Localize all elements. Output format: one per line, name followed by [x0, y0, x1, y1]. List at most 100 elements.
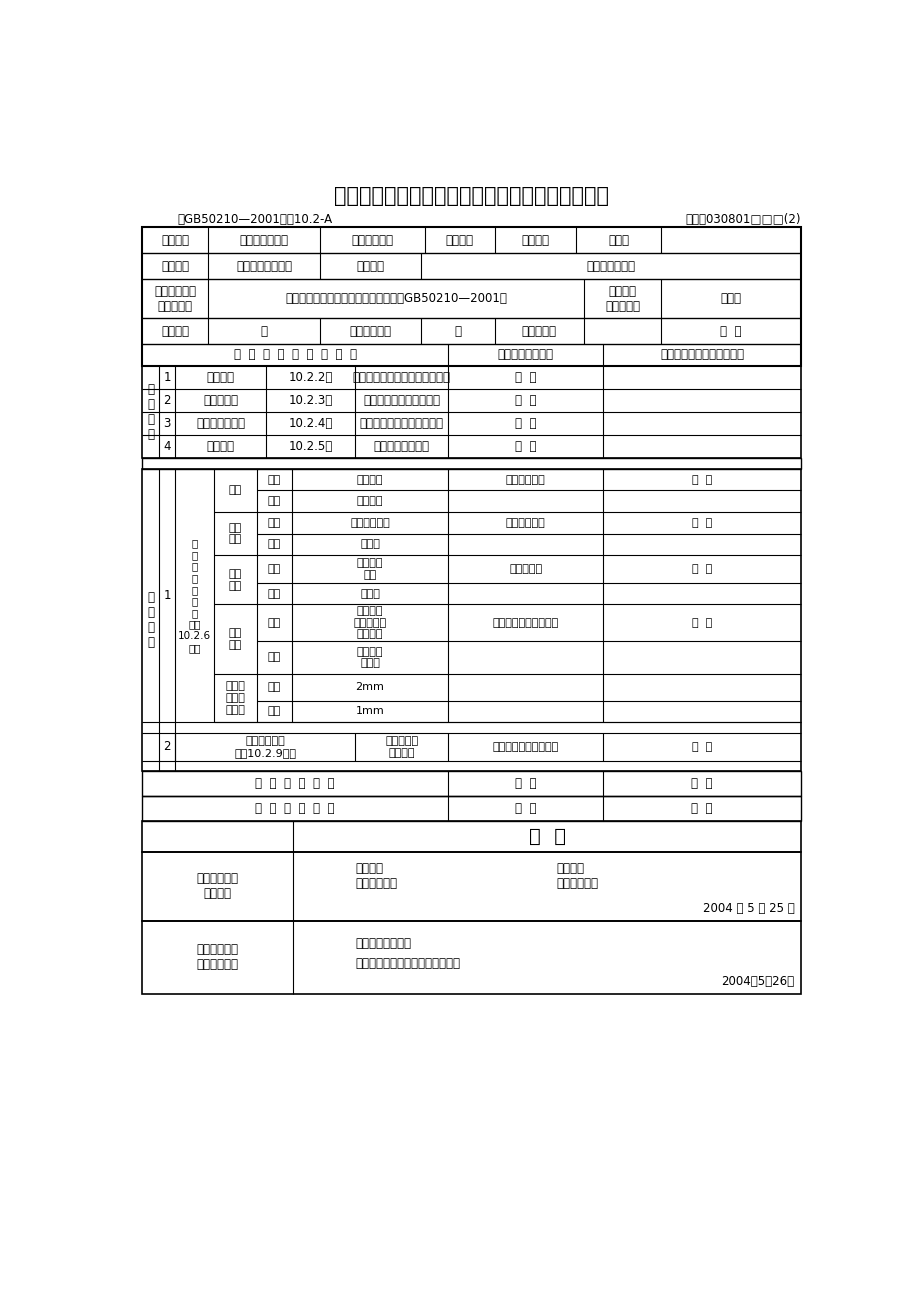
Text: 完  整: 完 整	[690, 802, 712, 815]
Text: 普通: 普通	[267, 475, 280, 484]
Bar	[142, 820, 800, 852]
Text: 合  格: 合 格	[515, 417, 536, 430]
Text: 质  量  验  收  规  范  的  规  定: 质 量 验 收 规 范 的 规 定	[233, 349, 357, 362]
Text: 10.2.3条: 10.2.3条	[289, 393, 333, 406]
Text: 施工单位自检记录: 施工单位自检记录	[497, 349, 553, 362]
Text: 合  格: 合 格	[528, 827, 565, 846]
Text: 合  格: 合 格	[691, 742, 711, 751]
Text: 质量检查员：: 质量检查员：	[355, 878, 397, 891]
Text: 合  格: 合 格	[515, 440, 536, 453]
Text: 衔接处吻合、界面清晰: 衔接处吻合、界面清晰	[492, 742, 558, 751]
Text: 允许少量
轻微: 允许少量 轻微	[357, 559, 383, 579]
Bar	[142, 366, 800, 458]
Text: 高级: 高级	[267, 496, 280, 506]
Text: 完  整: 完 整	[515, 802, 536, 815]
Text: 允许少量轻微: 允许少量轻微	[350, 518, 390, 527]
Text: 一
般
项
目: 一 般 项 目	[147, 591, 154, 650]
Text: 1: 1	[164, 371, 171, 384]
Text: 2: 2	[164, 741, 171, 754]
Text: 施工执行标准
名称及编号: 施工执行标准 名称及编号	[153, 285, 196, 312]
Text: 衔接处吻合
界面清晰: 衔接处吻合 界面清晰	[385, 736, 418, 758]
Bar	[142, 227, 800, 366]
Text: 薄
涂
料
涂
饰
质
量
（第
10.2.6
条）: 薄 涂 料 涂 饰 质 量 （第 10.2.6 条）	[178, 538, 211, 652]
Text: 分包项目经理: 分包项目经理	[349, 324, 391, 337]
Text: 均匀一致: 均匀一致	[357, 496, 383, 506]
Text: 普通: 普通	[267, 682, 280, 693]
Text: 颜色、图案: 颜色、图案	[203, 393, 238, 406]
Text: 项目专业: 项目专业	[556, 862, 584, 875]
Text: 高级: 高级	[267, 589, 280, 599]
Text: 专业监理工程师：: 专业监理工程师：	[355, 937, 411, 950]
Text: 二层内墙及顶棚: 二层内墙及顶棚	[586, 260, 635, 273]
Text: 完  整: 完 整	[690, 777, 712, 790]
Text: 不允许: 不允许	[359, 539, 380, 549]
Text: 合  格: 合 格	[691, 618, 711, 628]
Text: 项目经理: 项目经理	[521, 233, 549, 246]
Text: 合  格: 合 格	[515, 393, 536, 406]
Text: 1mm: 1mm	[356, 707, 384, 716]
Text: 施工班组长: 施工班组长	[521, 324, 556, 337]
Bar	[142, 796, 800, 820]
Bar	[142, 458, 800, 469]
Text: 衔接处、界面
（第10.2.9条）: 衔接处、界面 （第10.2.9条）	[234, 736, 296, 758]
Text: 砂眼
刷纹: 砂眼 刷纹	[229, 629, 242, 650]
Text: 施工单位: 施工单位	[161, 260, 189, 273]
Text: 完  整: 完 整	[515, 777, 536, 790]
Text: 编号：030801□□□(2): 编号：030801□□□(2)	[685, 214, 800, 225]
Text: 涂料分项: 涂料分项	[446, 233, 473, 246]
Text: （建设单位项目专业技术负责人）: （建设单位项目专业技术负责人）	[355, 957, 460, 970]
Text: 分项工程名称: 分项工程名称	[351, 233, 393, 246]
Text: 10.2.5条: 10.2.5条	[289, 440, 333, 453]
Bar	[142, 921, 800, 993]
Text: 2004 年 5 月 25 日: 2004 年 5 月 25 日	[702, 902, 794, 915]
Text: 颜色: 颜色	[229, 486, 242, 496]
Text: 10.2.4条: 10.2.4条	[289, 417, 333, 430]
Text: 流坠
疙瘩: 流坠 疙瘩	[229, 569, 242, 591]
Text: 技术负责人：: 技术负责人：	[556, 878, 598, 891]
Text: 涂饰均匀、粘结牢固，合格: 涂饰均匀、粘结牢固，合格	[359, 417, 443, 430]
Text: 分包单位: 分包单位	[161, 324, 189, 337]
Text: 李  明: 李 明	[720, 324, 741, 337]
Text: 监理（建设）单位验收记录: 监理（建设）单位验收记录	[659, 349, 743, 362]
Text: 不允许: 不允许	[359, 589, 380, 599]
Text: 质  量  检  查  记  录: 质 量 检 查 记 录	[255, 802, 335, 815]
Text: 允许少量
轻微砂眼、
刷纹通顺: 允许少量 轻微砂眼、 刷纹通顺	[353, 607, 386, 639]
Text: 高级: 高级	[267, 707, 280, 716]
Text: 2: 2	[164, 393, 171, 406]
Text: 施工单位检查
结果评定: 施工单位检查 结果评定	[197, 872, 238, 900]
Text: （GB50210—2001）表10.2-A: （GB50210—2001）表10.2-A	[176, 214, 332, 225]
Text: 2mm: 2mm	[355, 682, 384, 693]
Text: 金银宝: 金银宝	[720, 292, 741, 305]
Text: 基层处理: 基层处理	[207, 440, 234, 453]
Text: 无流坠疙瘩: 无流坠疙瘩	[508, 564, 541, 574]
Bar	[142, 469, 800, 772]
Text: 主
控
项
目: 主 控 项 目	[147, 383, 154, 441]
Text: 普通: 普通	[267, 564, 280, 574]
Text: 10.2.2条: 10.2.2条	[289, 371, 333, 384]
Text: 涂饰的综合质量: 涂饰的综合质量	[196, 417, 245, 430]
Text: 泛碱
咬色: 泛碱 咬色	[229, 522, 242, 544]
Text: 有轻微砂眼、刷纹通顺: 有轻微砂眼、刷纹通顺	[492, 618, 558, 628]
Text: 无砂眼、
无刷纹: 无砂眼、 无刷纹	[357, 647, 383, 668]
Text: 材料质量: 材料质量	[207, 371, 234, 384]
Text: 普通: 普通	[267, 618, 280, 628]
Text: 2004年5月26日: 2004年5月26日	[720, 975, 794, 988]
Text: 品种、型号和性能符合设计要求: 品种、型号和性能符合设计要求	[352, 371, 450, 384]
Text: ／: ／	[454, 324, 461, 337]
Text: 饶旭彪: 饶旭彪	[607, 233, 629, 246]
Bar	[142, 772, 800, 796]
Text: 合  格: 合 格	[691, 475, 711, 484]
Text: 3: 3	[164, 417, 171, 430]
Text: 城西小学教学楼: 城西小学教学楼	[240, 233, 289, 246]
Text: 合  格: 合 格	[691, 518, 711, 527]
Text: 水性涂料涂饰工程（薄涂料）检验批质量验收记录: 水性涂料涂饰工程（薄涂料）检验批质量验收记录	[334, 186, 608, 206]
Text: 工程名称: 工程名称	[161, 233, 189, 246]
Text: 专业工长
（施工员）: 专业工长 （施工员）	[605, 285, 640, 312]
Text: 高级: 高级	[267, 652, 280, 663]
Text: 基层处理符合要求: 基层处理符合要求	[373, 440, 429, 453]
Text: 建筑装饰装修工程施工质量验收规范（GB50210—2001）: 建筑装饰装修工程施工质量验收规范（GB50210—2001）	[285, 292, 506, 305]
Text: 无泛碱和咬色: 无泛碱和咬色	[505, 518, 545, 527]
Text: 施  工  操  作  依  据: 施 工 操 作 依 据	[255, 777, 335, 790]
Text: 合  格: 合 格	[515, 371, 536, 384]
Text: ／: ／	[260, 324, 267, 337]
